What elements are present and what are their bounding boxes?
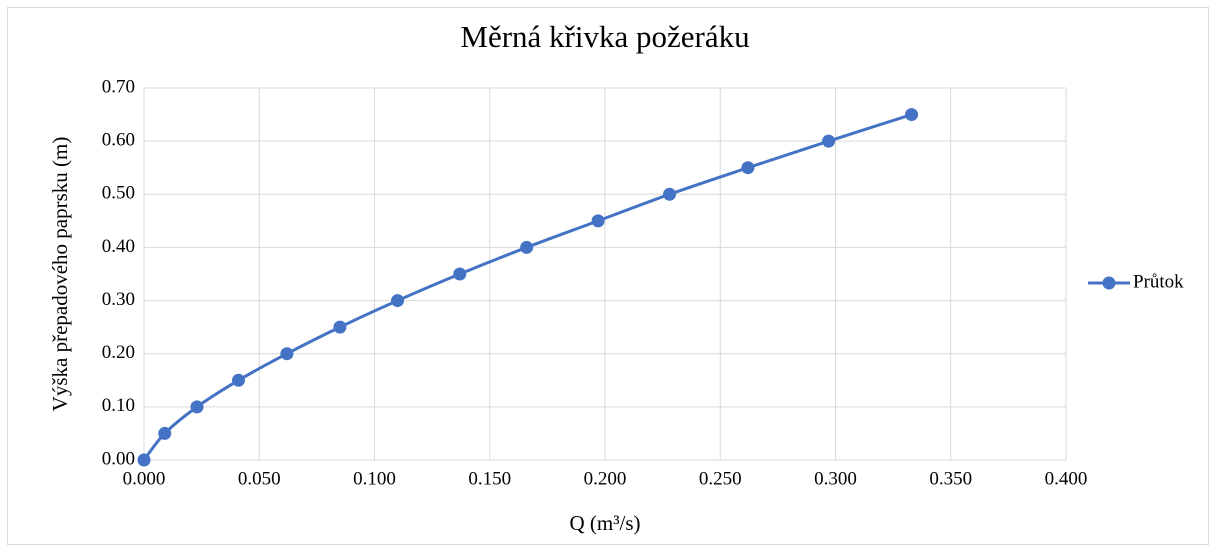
y-tick-label: 0.10 — [102, 395, 135, 416]
data-point — [905, 108, 919, 122]
x-tick-label: 0.200 — [584, 468, 627, 489]
x-tick-label: 0.150 — [468, 468, 511, 489]
x-tick-label: 0.350 — [929, 468, 972, 489]
y-tick-label: 0.20 — [102, 342, 135, 363]
data-point — [391, 294, 405, 308]
y-axis-title: Výška přepadového paprsku (m) — [48, 137, 72, 412]
data-point — [822, 134, 836, 148]
data-point — [520, 240, 534, 254]
chart-title: Měrná křivka požeráku — [460, 19, 749, 54]
x-tick-label: 0.250 — [699, 468, 742, 489]
x-tick-label: 0.400 — [1045, 468, 1088, 489]
data-point — [232, 373, 246, 387]
data-point — [663, 187, 677, 201]
x-axis-title: Q (m³/s) — [569, 511, 640, 535]
y-tick-label: 0.00 — [102, 448, 135, 469]
x-tick-label: 0.100 — [353, 468, 396, 489]
legend-label: Průtok — [1133, 271, 1184, 292]
chart-border — [7, 7, 1209, 545]
data-point — [158, 426, 172, 440]
y-tick-label: 0.50 — [102, 183, 135, 204]
data-point — [280, 347, 294, 361]
y-tick-label: 0.70 — [102, 76, 135, 97]
y-tick-label: 0.60 — [102, 130, 135, 151]
data-point — [333, 320, 347, 334]
data-point — [453, 267, 467, 281]
y-tick-label: 0.30 — [102, 289, 135, 310]
data-point — [137, 453, 151, 467]
x-tick-label: 0.000 — [123, 468, 166, 489]
data-point — [591, 214, 605, 228]
legend-marker — [1102, 276, 1116, 290]
x-tick-label: 0.300 — [814, 468, 857, 489]
data-point — [190, 400, 204, 414]
data-point — [741, 161, 755, 175]
x-tick-label: 0.050 — [238, 468, 281, 489]
y-tick-label: 0.40 — [102, 236, 135, 257]
